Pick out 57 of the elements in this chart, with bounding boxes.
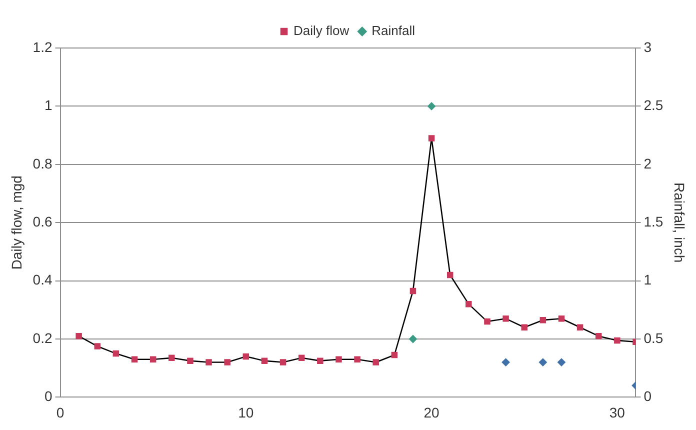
point (540, 316, 546, 324)
point (131, 356, 138, 362)
point (372, 359, 379, 366)
point (187, 358, 194, 364)
legend-label: Rainfall (372, 23, 416, 38)
y-tick-label: 0.4 (32, 272, 52, 288)
point (410, 288, 416, 294)
point (168, 354, 175, 362)
y2-tick-label: 0.5 (644, 330, 664, 346)
y-tick-label: 1 (44, 97, 52, 114)
x-tick-label: 10 (238, 404, 254, 420)
point (595, 332, 602, 340)
point (150, 356, 156, 362)
point (261, 358, 268, 364)
point (576, 324, 584, 330)
y2-tick-label: 1.5 (644, 213, 664, 230)
y2-tick-label: 1 (644, 272, 652, 288)
y-tick-label: 0.2 (32, 330, 52, 346)
legend-label: Daily flow (294, 23, 350, 38)
point (206, 359, 212, 366)
point (502, 358, 510, 366)
x-tick-label: 30 (609, 404, 626, 420)
y-tick-label: 0 (44, 388, 52, 404)
y-tick-label: 0.6 (32, 213, 52, 230)
point (242, 353, 250, 360)
x-tick-label: 0 (56, 404, 64, 420)
point (298, 354, 305, 362)
point (391, 352, 398, 358)
point (502, 316, 509, 322)
point (112, 350, 120, 357)
x-tick-label: 20 (424, 404, 440, 420)
point (428, 102, 436, 110)
point (280, 359, 286, 366)
point (354, 356, 360, 362)
point (538, 358, 547, 366)
point (428, 135, 435, 142)
point (521, 324, 528, 330)
point (466, 300, 472, 308)
y-tick-label: 1.2 (32, 38, 52, 55)
y-axis-title: Daily flow, mgd (8, 176, 24, 270)
y-tick-label: 0.8 (32, 155, 52, 172)
point (446, 272, 454, 278)
y2-tick-label: 0 (644, 388, 652, 404)
point (336, 356, 342, 362)
point (224, 359, 230, 366)
point (317, 358, 324, 364)
y2-tick-label: 2.5 (644, 97, 664, 114)
point (76, 332, 82, 340)
y2-tick-label: 2 (644, 155, 652, 172)
point (614, 337, 620, 344)
y2-tick-label: 3 (644, 38, 652, 55)
point (408, 335, 417, 343)
point (94, 343, 101, 350)
point (557, 358, 566, 366)
point (484, 318, 490, 325)
point (558, 316, 565, 322)
y2-axis-title: Rainfall, inch (672, 182, 688, 263)
